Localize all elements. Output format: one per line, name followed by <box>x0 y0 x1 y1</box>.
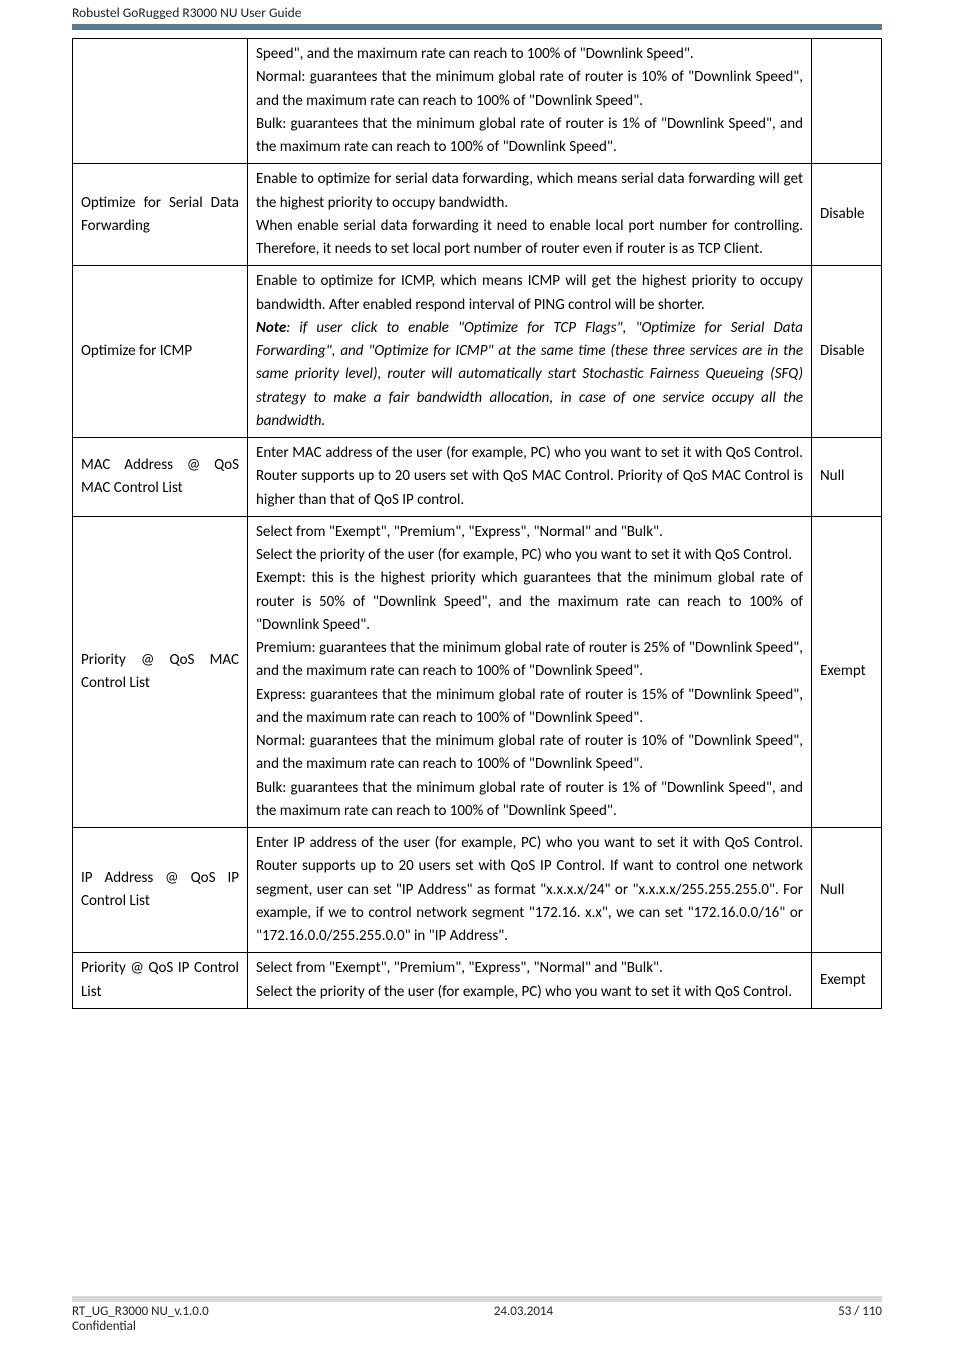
cell-desc: Speed", and the maximum rate can reach t… <box>248 39 812 164</box>
table-row: Speed", and the maximum rate can reach t… <box>73 39 882 164</box>
footer-row: RT_UG_R3000 NU_v.1.0.0 Confidential 24.0… <box>72 1304 882 1334</box>
cell-default: Null <box>812 438 882 517</box>
cell-default: Exempt <box>812 516 882 827</box>
cell-param: IP Address @ QoS IP Control List <box>73 828 248 953</box>
table-row: MAC Address @ QoS MAC Control ListEnter … <box>73 438 882 517</box>
cell-desc: Enter IP address of the user (for exampl… <box>248 828 812 953</box>
cell-param: Priority @ QoS MAC Control List <box>73 516 248 827</box>
table-row: Optimize for Serial Data ForwardingEnabl… <box>73 164 882 266</box>
spec-table: Speed", and the maximum rate can reach t… <box>72 38 882 1009</box>
cell-param: Optimize for ICMP <box>73 266 248 438</box>
cell-default: Exempt <box>812 953 882 1009</box>
footer-right: 53 / 110 <box>838 1304 882 1334</box>
spec-table-body: Speed", and the maximum rate can reach t… <box>73 39 882 1009</box>
cell-default: Disable <box>812 164 882 266</box>
cell-param: Priority @ QoS IP Control List <box>73 953 248 1009</box>
table-row: Priority @ QoS MAC Control ListSelect fr… <box>73 516 882 827</box>
page-footer: RT_UG_R3000 NU_v.1.0.0 Confidential 24.0… <box>72 1296 882 1334</box>
cell-param: MAC Address @ QoS MAC Control List <box>73 438 248 517</box>
page-header: Robustel GoRugged R3000 NU User Guide <box>0 0 954 28</box>
footer-doc-id: RT_UG_R3000 NU_v.1.0.0 <box>72 1304 209 1319</box>
table-row: IP Address @ QoS IP Control ListEnter IP… <box>73 828 882 953</box>
header-rule <box>72 24 882 30</box>
footer-confidential: Confidential <box>72 1319 136 1334</box>
content-area: Speed", and the maximum rate can reach t… <box>0 28 954 1009</box>
header-title: Robustel GoRugged R3000 NU User Guide <box>72 4 302 21</box>
cell-default: Null <box>812 828 882 953</box>
cell-default <box>812 39 882 164</box>
cell-param: Optimize for Serial Data Forwarding <box>73 164 248 266</box>
cell-desc: Enter MAC address of the user (for examp… <box>248 438 812 517</box>
footer-left: RT_UG_R3000 NU_v.1.0.0 Confidential <box>72 1304 209 1334</box>
page: Robustel GoRugged R3000 NU User Guide Sp… <box>0 0 954 1350</box>
table-row: Priority @ QoS IP Control ListSelect fro… <box>73 953 882 1009</box>
cell-param <box>73 39 248 164</box>
cell-desc: Select from "Exempt", "Premium", "Expres… <box>248 516 812 827</box>
cell-default: Disable <box>812 266 882 438</box>
footer-center: 24.03.2014 <box>494 1304 553 1334</box>
cell-desc: Select from "Exempt", "Premium", "Expres… <box>248 953 812 1009</box>
footer-rule <box>72 1296 882 1302</box>
cell-desc: Enable to optimize for serial data forwa… <box>248 164 812 266</box>
cell-desc: Enable to optimize for ICMP, which means… <box>248 266 812 438</box>
table-row: Optimize for ICMPEnable to optimize for … <box>73 266 882 438</box>
